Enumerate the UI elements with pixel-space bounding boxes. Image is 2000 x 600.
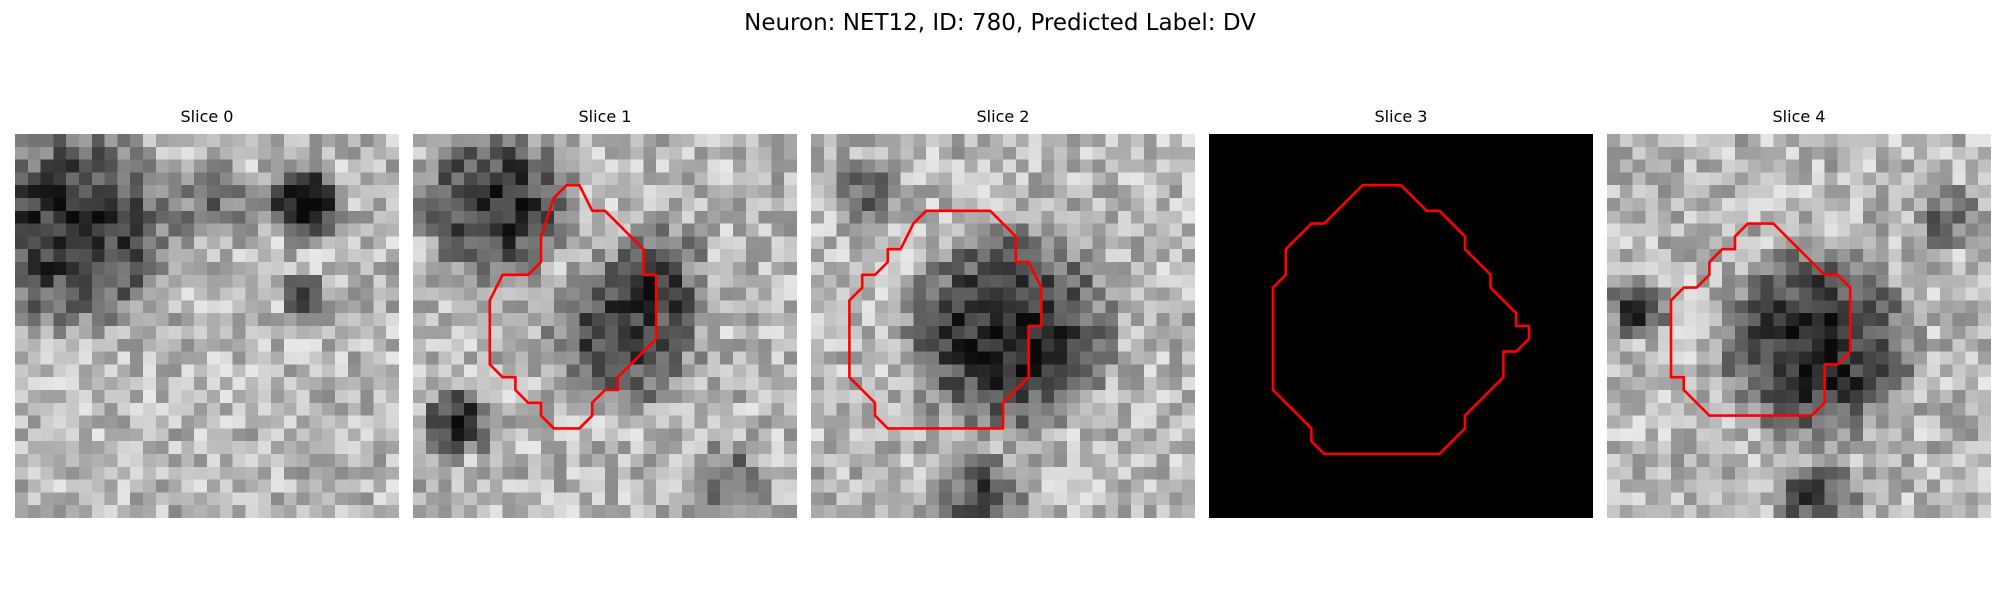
figure-title: Neuron: NET12, ID: 780, Predicted Label:… [744, 10, 1256, 36]
slice-panel-4: Slice 4 [1607, 107, 1991, 518]
slice-title-0: Slice 0 [180, 107, 234, 126]
grayscale-patch [811, 134, 1195, 518]
slice-panel-1: Slice 1 [413, 107, 797, 518]
segmentation-contour [1669, 222, 1852, 417]
slice-image-2 [811, 134, 1195, 518]
slice-panel-2: Slice 2 [811, 107, 1195, 518]
segmentation-contour [848, 209, 1043, 430]
slice-title-4: Slice 4 [1772, 107, 1826, 126]
slice-title-3: Slice 3 [1374, 107, 1428, 126]
slice-image-3 [1209, 134, 1593, 518]
segmentation-contour [1271, 183, 1531, 456]
grayscale-patch [413, 134, 797, 518]
grayscale-patch [1607, 134, 1991, 518]
grayscale-patch [15, 134, 399, 518]
slice-title-1: Slice 1 [578, 107, 632, 126]
slice-image-4 [1607, 134, 1991, 518]
slice-panel-0: Slice 0 [15, 107, 399, 518]
slice-image-0 [15, 134, 399, 518]
slice-panel-3: Slice 3 [1209, 107, 1593, 518]
slice-image-1 [413, 134, 797, 518]
slice-background [1209, 134, 1593, 518]
slice-title-2: Slice 2 [976, 107, 1030, 126]
segmentation-contour [488, 183, 658, 430]
